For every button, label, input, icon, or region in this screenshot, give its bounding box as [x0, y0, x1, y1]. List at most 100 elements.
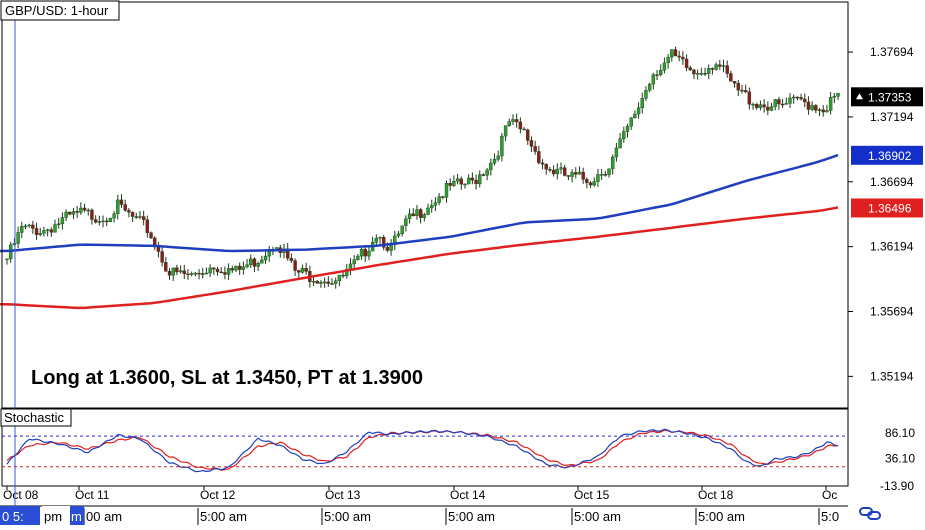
candle-body-down	[581, 171, 585, 180]
candle-body-up	[695, 73, 700, 75]
candle-body-down	[806, 101, 811, 110]
candle	[311, 277, 316, 287]
candle	[529, 136, 534, 153]
candle-body-down	[459, 178, 463, 185]
candle-body-up	[352, 259, 356, 265]
candle-body-down	[544, 163, 548, 170]
candle	[237, 262, 242, 275]
candle-body-up	[788, 97, 792, 104]
candle-body-down	[529, 140, 534, 147]
candle-body-down	[481, 174, 486, 176]
candle	[141, 210, 146, 226]
candle	[769, 103, 774, 112]
candle-body-up	[64, 211, 68, 218]
candle-body-up	[260, 259, 264, 264]
time-tick-label: 00 am	[86, 509, 122, 524]
candle-body-up	[404, 218, 408, 227]
candle-body-up	[378, 237, 382, 239]
candle	[526, 128, 530, 145]
candle-body-up	[334, 280, 338, 284]
candle	[714, 62, 718, 71]
candle-body-down	[441, 196, 445, 198]
candle	[249, 254, 253, 268]
candle	[8, 241, 13, 263]
chain-link-icon[interactable]	[859, 507, 881, 520]
indicator-label-box	[0, 408, 72, 427]
candle	[219, 267, 223, 274]
candle	[588, 181, 593, 189]
candle	[422, 212, 427, 222]
candle-body-down	[780, 103, 785, 106]
candle	[297, 269, 301, 278]
candle	[201, 267, 205, 279]
candle-body-down	[160, 251, 164, 263]
candle	[633, 110, 637, 119]
candle	[755, 102, 759, 110]
candle-body-up	[463, 183, 467, 186]
candle-body-up	[817, 109, 822, 111]
candle	[34, 222, 39, 240]
candle-body-up	[507, 121, 511, 126]
candle-body-down	[297, 270, 301, 273]
date-tick-label: Oc	[822, 488, 837, 502]
candle	[514, 113, 519, 128]
candle	[208, 264, 212, 277]
candles-layer	[5, 46, 840, 289]
candle	[167, 268, 172, 280]
candle-body-up	[433, 202, 438, 206]
candle	[718, 60, 722, 70]
date-tick-label: Oct 12	[200, 488, 236, 502]
candle-body-down	[821, 109, 825, 113]
candle-body-up	[430, 205, 434, 209]
candle-body-down	[34, 228, 39, 235]
price-badge-label: 1.36902	[868, 149, 912, 163]
candle-body-up	[466, 177, 471, 185]
candle-body-up	[489, 162, 493, 171]
candle	[82, 203, 87, 213]
candle-body-up	[389, 244, 393, 251]
candle-body-up	[16, 232, 20, 244]
candle	[23, 223, 28, 230]
candle	[544, 163, 548, 175]
candle-body-up	[415, 209, 419, 217]
candle	[466, 174, 471, 185]
candle-body-up	[437, 196, 441, 203]
candle-body-down	[747, 91, 752, 105]
time-cursor-label-left: 0 5:	[2, 509, 24, 524]
moving-averages-layer	[0, 153, 839, 310]
price-tick-label: 1.37694	[870, 45, 914, 59]
up-arrow-icon	[856, 93, 863, 100]
candle	[681, 51, 685, 65]
time-cursor-badge[interactable]	[0, 506, 40, 525]
ma-slow-line	[0, 206, 839, 310]
candle	[740, 84, 744, 94]
candle	[784, 97, 788, 105]
candle	[215, 266, 220, 276]
candle	[640, 92, 644, 114]
trade-annotation: Long at 1.3600, SL at 1.3450, PT at 1.39…	[31, 367, 423, 389]
candle	[68, 211, 72, 216]
candle-body-up	[226, 268, 231, 275]
candle	[614, 142, 619, 162]
candle	[204, 267, 209, 275]
candle	[164, 257, 168, 272]
candle	[400, 225, 404, 237]
candle-body-up	[492, 159, 497, 164]
candle-body-down	[75, 211, 79, 213]
candle-body-down	[293, 260, 297, 271]
price-badge-price: 1.37353	[851, 87, 923, 107]
candle	[300, 264, 305, 274]
candle-body-up	[651, 74, 656, 85]
candle	[38, 227, 42, 237]
candle	[721, 59, 726, 73]
price-tick-label: 1.37194	[870, 110, 914, 124]
candle	[86, 208, 90, 216]
candle-body-down	[762, 104, 766, 108]
candle	[625, 123, 630, 138]
indicator-label: Stochastic	[4, 410, 64, 425]
candle-body-up	[836, 92, 840, 97]
candle	[42, 226, 46, 237]
candle	[574, 167, 578, 179]
